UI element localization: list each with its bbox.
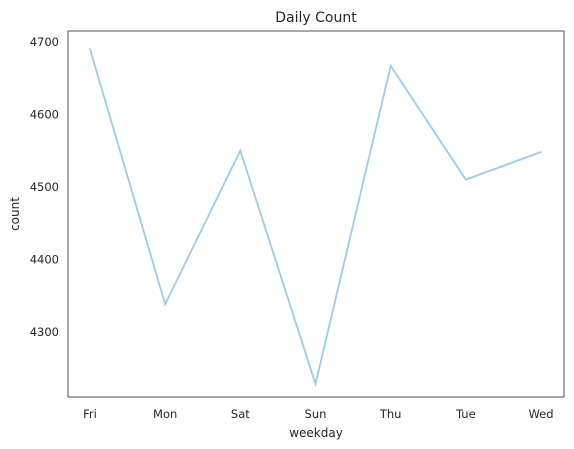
y-tick-label: 4700 xyxy=(30,35,59,49)
x-tick-label: Sat xyxy=(231,407,250,421)
data-point-sat xyxy=(239,149,242,152)
y-axis-label: count xyxy=(8,197,22,231)
data-point-sun xyxy=(314,383,317,385)
x-axis: Fri Mon Sat Sun Thu Tue Wed xyxy=(83,407,553,421)
data-point-thu xyxy=(389,64,392,67)
data-point-mon xyxy=(164,303,167,306)
x-tick-label: Fri xyxy=(83,407,97,421)
series-layer xyxy=(89,48,542,388)
x-tick-label: Thu xyxy=(379,407,402,421)
data-point-fri xyxy=(89,48,91,51)
y-tick-label: 4600 xyxy=(30,107,59,121)
x-tick-label: Tue xyxy=(455,407,476,421)
series-line-0 xyxy=(89,48,542,388)
chart-title: Daily Count xyxy=(275,10,357,26)
data-point-wed xyxy=(540,151,542,153)
y-axis: 4300 4400 4500 4600 4700 xyxy=(30,35,59,339)
x-tick-label: Wed xyxy=(528,407,553,421)
y-tick-label: 4400 xyxy=(30,252,59,266)
y-tick-label: 4300 xyxy=(30,325,59,339)
x-tick-label: Sun xyxy=(305,407,327,421)
data-point-tue xyxy=(464,178,467,181)
y-tick-label: 4500 xyxy=(30,180,59,194)
plot-frame xyxy=(67,30,565,398)
x-tick-label: Mon xyxy=(153,407,177,421)
x-axis-label: weekday xyxy=(289,426,343,440)
